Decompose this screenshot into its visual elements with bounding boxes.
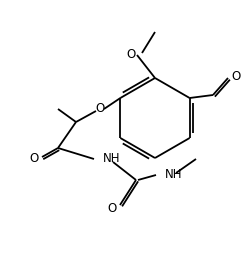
Text: O: O — [127, 49, 136, 61]
Text: O: O — [95, 103, 105, 116]
Text: O: O — [231, 71, 240, 84]
Text: NH: NH — [103, 152, 121, 166]
Text: O: O — [30, 152, 39, 166]
Text: NH: NH — [165, 168, 183, 182]
Text: O: O — [108, 202, 117, 215]
